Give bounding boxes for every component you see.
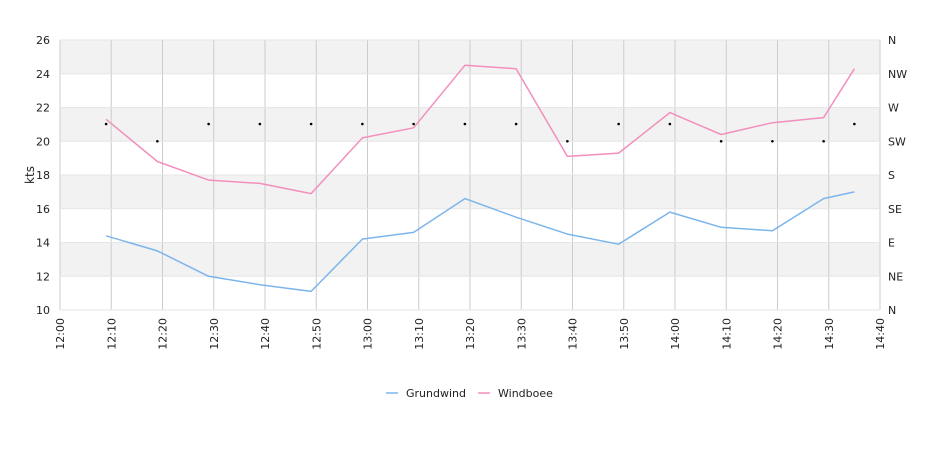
y-tick-label: 12 [36, 270, 50, 283]
direction-point [617, 122, 620, 126]
y-tick-label: 24 [36, 68, 50, 81]
x-tick-label: 12:00 [54, 318, 67, 350]
left-axis-ticks: 10 12 14 16 18 20 22 24 26 [36, 34, 50, 317]
x-tick-label: 14:00 [669, 318, 682, 350]
y-tick-label: 18 [36, 169, 50, 182]
right-axis-label: N [888, 304, 896, 317]
x-tick-label: 14:10 [720, 318, 733, 350]
y-axis-title: kts [23, 166, 37, 184]
right-axis-label: SW [888, 135, 906, 148]
right-axis-label: SE [888, 203, 902, 216]
legend-label: Grundwind [406, 387, 466, 400]
x-tick-label: 12:10 [105, 318, 118, 350]
direction-markers [104, 122, 856, 143]
x-tick-label: 13:40 [567, 318, 580, 350]
y-tick-label: 20 [36, 135, 50, 148]
right-axis-label: NW [888, 68, 907, 81]
direction-point [156, 139, 159, 143]
direction-point [104, 122, 108, 126]
series-line-windboee [105, 64, 856, 195]
y-tick-label: 26 [36, 34, 50, 47]
direction-point [771, 139, 774, 143]
direction-point [309, 122, 313, 126]
x-tick-label: 12:30 [208, 318, 221, 350]
x-tick-label: 14:40 [874, 318, 887, 350]
x-tick-label: 14:20 [772, 318, 785, 350]
right-axis-label: S [888, 169, 895, 182]
direction-point [463, 122, 467, 126]
legend-label: Windboee [498, 387, 553, 400]
direction-point [258, 122, 262, 126]
direction-point [207, 122, 210, 126]
right-axis-label: E [888, 237, 895, 250]
right-axis-label: N [888, 34, 896, 47]
direction-point [719, 139, 723, 143]
y-tick-label: 22 [36, 102, 50, 115]
x-axis-ticks: 12:00 12:10 12:20 12:30 12:40 12:50 13:00 13:10… [54, 318, 887, 350]
direction-point [566, 139, 569, 143]
x-tick-label: 13:00 [362, 318, 375, 350]
right-axis-label: NE [888, 270, 903, 283]
legend: Grundwind Windboee [386, 387, 553, 400]
right-axis-ticks: N NE E SE S SW W NW N [888, 34, 907, 317]
x-tick-label: 13:10 [413, 318, 426, 350]
x-tick-label: 12:20 [157, 318, 170, 350]
direction-point [361, 122, 364, 126]
x-tick-label: 13:50 [618, 318, 631, 350]
right-axis-label: W [888, 102, 899, 115]
x-tick-label: 12:40 [259, 318, 272, 350]
x-tick-label: 13:20 [464, 318, 477, 350]
x-tick-label: 13:30 [515, 318, 528, 350]
x-tick-label: 14:30 [823, 318, 836, 350]
series-line-grundwind [105, 191, 855, 293]
series-group [105, 64, 856, 293]
direction-point [412, 122, 415, 126]
y-tick-label: 10 [36, 304, 50, 317]
y-tick-label: 16 [36, 203, 50, 216]
y-tick-label: 14 [36, 237, 50, 250]
direction-point [853, 122, 856, 126]
direction-point [822, 139, 825, 143]
x-tick-label: 12:50 [310, 318, 323, 350]
direction-point [514, 122, 518, 126]
direction-point [668, 122, 672, 126]
